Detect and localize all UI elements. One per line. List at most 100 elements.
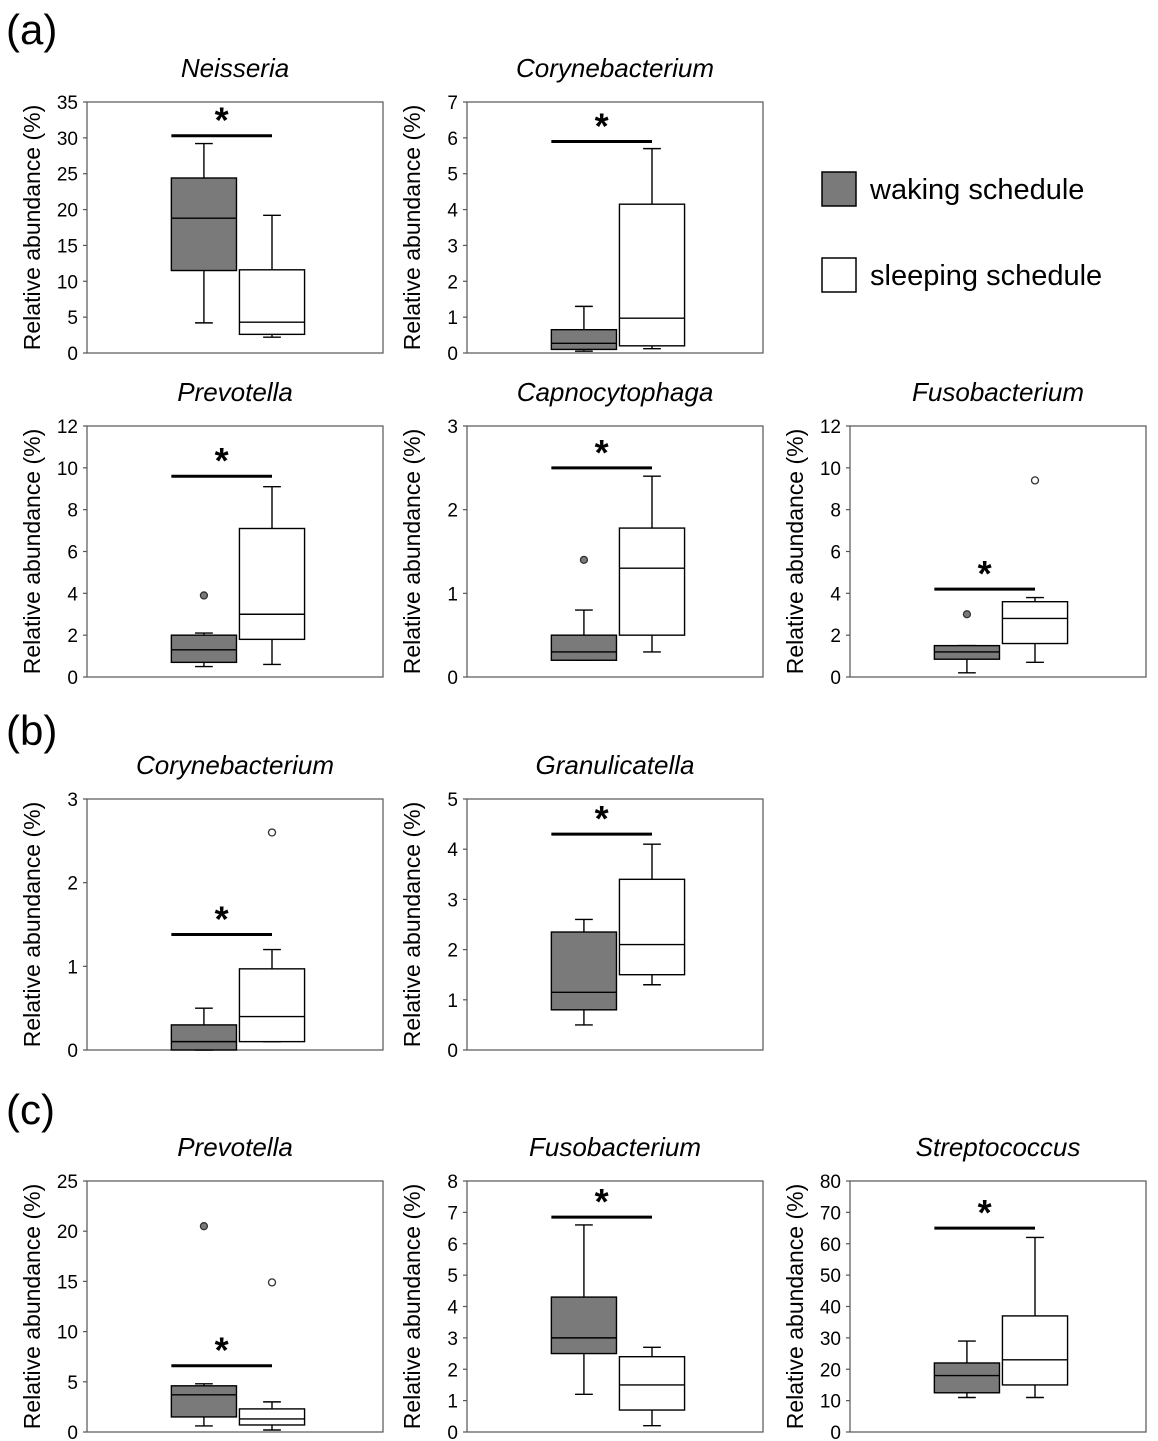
box-sleeping [238, 214, 306, 338]
y-tick-label: 2 [447, 941, 458, 962]
legend: waking schedule sleeping schedule [821, 171, 1102, 293]
y-tick-label: 12 [57, 417, 78, 438]
y-tick-label: 4 [447, 201, 458, 222]
y-tick-label: 6 [447, 1235, 458, 1256]
panel-label-b: (b) [6, 707, 57, 754]
box-iqr [550, 1296, 618, 1355]
y-tick-label: 12 [820, 417, 841, 438]
y-tick-label: 5 [67, 1373, 78, 1394]
y-tick-label: 15 [57, 1272, 78, 1293]
y-tick-label: 8 [830, 501, 841, 522]
y-tick-label: 5 [447, 165, 458, 186]
y-tick-label: 6 [67, 543, 78, 564]
chart-1: Corynebacterium Relative abundance (%) 0 1 2… [399, 53, 764, 365]
legend-label-waking: waking schedule [869, 174, 1084, 206]
y-tick-label: 20 [57, 1222, 78, 1243]
y-tick-label: 3 [447, 417, 458, 438]
outlier-point [1030, 476, 1040, 485]
y-tick-label: 3 [447, 236, 458, 257]
box-iqr [1001, 1315, 1069, 1386]
box-sleeping [618, 1346, 686, 1427]
y-tick-label: 60 [820, 1235, 841, 1256]
box-iqr [238, 527, 306, 641]
box-waking [550, 918, 618, 1026]
y-tick-label: 2 [830, 626, 841, 647]
y-tick-label: 2 [447, 501, 458, 522]
y-tick-label: 30 [820, 1329, 841, 1350]
y-tick-label: 1 [447, 1392, 458, 1413]
y-tick-label: 35 [57, 93, 78, 114]
y-tick-label: 3 [447, 1329, 458, 1350]
y-tick-label: 10 [820, 1392, 841, 1413]
significance-marker: * [215, 899, 229, 940]
y-tick-label: 10 [57, 272, 78, 293]
chart-6: Granulicatella Relative abundance (%) 0 1 2 3… [399, 750, 764, 1062]
y-tick-label: 1 [447, 308, 458, 329]
y-tick-label: 4 [447, 840, 458, 861]
box-sleeping [618, 475, 686, 653]
box-waking [170, 142, 238, 324]
y-tick-label: 4 [67, 584, 78, 605]
outlier-point [267, 828, 277, 837]
chart-title: Capnocytophaga [517, 377, 714, 407]
box-sleeping [618, 147, 686, 350]
y-axis-label: Relative abundance (%) [19, 802, 45, 1047]
y-tick-label: 6 [447, 129, 458, 150]
significance-marker: * [978, 553, 992, 594]
y-tick-label: 0 [67, 1041, 78, 1062]
y-tick-label: 0 [67, 668, 78, 689]
y-tick-label: 0 [67, 344, 78, 365]
panel-label-a: (a) [6, 6, 57, 53]
y-tick-label: 1 [67, 957, 78, 978]
chart-title: Prevotella [177, 377, 293, 407]
y-axis-label: Relative abundance (%) [399, 802, 425, 1047]
y-tick-label: 10 [820, 459, 841, 480]
box-iqr [170, 1024, 238, 1051]
y-tick-label: 70 [820, 1203, 841, 1224]
box-waking [550, 555, 618, 661]
box-iqr [550, 634, 618, 661]
box-waking [170, 591, 238, 668]
y-tick-label: 0 [830, 668, 841, 689]
y-tick-label: 25 [57, 165, 78, 186]
legend-swatch-waking [821, 171, 857, 207]
y-tick-label: 1 [447, 991, 458, 1012]
y-tick-label: 2 [67, 874, 78, 895]
y-tick-label: 3 [447, 890, 458, 911]
y-axis-label: Relative abundance (%) [19, 105, 45, 350]
y-tick-label: 2 [447, 1360, 458, 1381]
chart-4: Fusobacterium Relative abundance (%) 0 2 4 6 8… [782, 377, 1147, 689]
y-tick-label: 50 [820, 1266, 841, 1287]
significance-marker: * [595, 798, 609, 839]
box-waking [933, 610, 1001, 674]
chart-title: Granulicatella [536, 750, 695, 780]
y-tick-label: 20 [820, 1360, 841, 1381]
y-tick-label: 8 [447, 1172, 458, 1193]
y-tick-label: 2 [67, 626, 78, 647]
significance-marker: * [215, 440, 229, 481]
y-tick-label: 0 [447, 1041, 458, 1062]
y-tick-label: 6 [830, 543, 841, 564]
box-iqr [618, 203, 686, 347]
box-iqr [170, 1385, 238, 1418]
box-sleeping [238, 485, 306, 666]
y-axis-label: Relative abundance (%) [19, 1184, 45, 1429]
chart-title: Streptococcus [916, 1132, 1081, 1162]
significance-marker: * [215, 1330, 229, 1371]
significance-marker: * [595, 105, 609, 146]
plot-frame [466, 101, 764, 354]
box-iqr [170, 634, 238, 664]
box-iqr [238, 269, 306, 336]
chart-title: Corynebacterium [516, 53, 714, 83]
chart-7: Prevotella Relative abundance (%) 0 5 10 15 20… [19, 1132, 384, 1441]
chart-0: Neisseria Relative abundance (%) 0 5 10 15 20 2… [19, 53, 384, 365]
box-waking [550, 1224, 618, 1396]
y-tick-label: 15 [57, 236, 78, 257]
y-tick-label: 30 [57, 129, 78, 150]
chart-title: Fusobacterium [912, 377, 1084, 407]
y-tick-label: 5 [447, 1266, 458, 1287]
chart-title: Prevotella [177, 1132, 293, 1162]
box-iqr [238, 1408, 306, 1426]
box-sleeping [238, 1278, 306, 1431]
